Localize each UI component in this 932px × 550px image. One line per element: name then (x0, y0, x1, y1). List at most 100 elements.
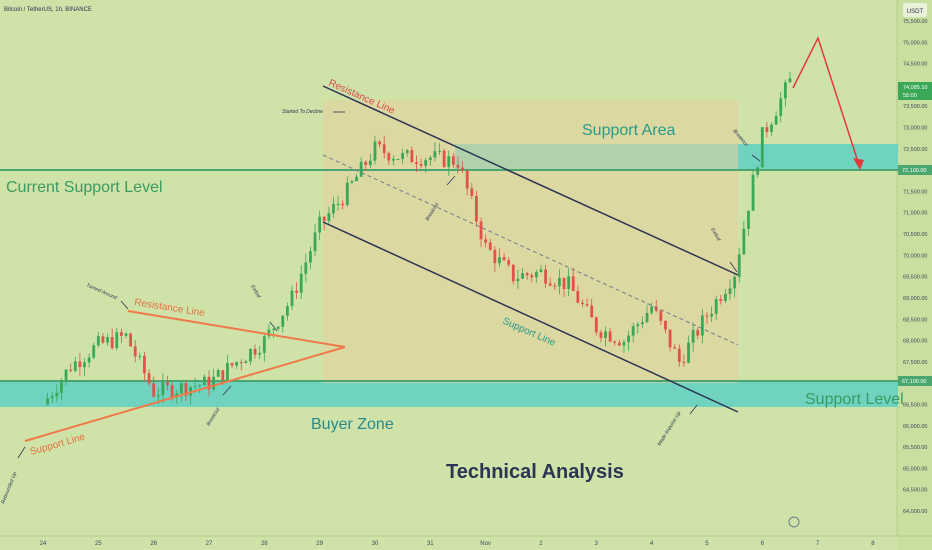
candle-body (599, 332, 603, 338)
price-tick-label: 71,000.00 (903, 211, 927, 217)
price-tick-label: 65,000.00 (903, 466, 927, 472)
candle-body (46, 398, 50, 405)
candle-body (590, 305, 594, 318)
tradingview-logo-icon (788, 516, 800, 528)
candle-body (396, 158, 400, 160)
arrow-breakout-3 (751, 154, 761, 162)
candle-body (696, 330, 700, 336)
candle-body (355, 176, 358, 182)
candle-body (415, 162, 418, 165)
time-tick-label: 26 (150, 541, 157, 547)
candle-body (765, 127, 769, 132)
candle-body (161, 381, 165, 396)
candle-body (332, 203, 335, 214)
candle-body (608, 331, 612, 342)
candle-body (230, 363, 234, 366)
level-tag-lower-text: 67,100.00 (902, 379, 926, 385)
candle-body (461, 167, 464, 171)
price-tick-label: 66,500.00 (903, 402, 927, 408)
candle-body (419, 164, 423, 166)
candle-body (604, 331, 607, 338)
time-tick-label: 4 (650, 541, 654, 547)
candle-body (534, 271, 538, 278)
candle-body (382, 144, 386, 154)
arrow-exited-2 (729, 261, 738, 273)
candle-body (258, 352, 262, 355)
candle-body (83, 362, 86, 368)
candle-body (262, 336, 266, 353)
candle-body (124, 333, 128, 336)
candle-body (341, 203, 345, 206)
time-tick-label: 2 (539, 541, 543, 547)
candle-body (92, 345, 96, 358)
candle-body (613, 341, 617, 343)
candle-body (221, 370, 225, 381)
currency-badge[interactable] (903, 3, 927, 17)
candle-body (774, 115, 778, 125)
candle-body (779, 98, 783, 116)
candle-body (424, 160, 428, 166)
candle-body (106, 337, 109, 343)
candle-body (456, 164, 460, 168)
candle-body (747, 210, 750, 229)
candle-body (198, 385, 202, 387)
candle-body (235, 362, 239, 366)
candle-body (60, 380, 63, 393)
started-to-decline-label: Started To Decline (282, 109, 323, 115)
candle-body (410, 150, 414, 163)
candle-body (87, 357, 91, 363)
candle-body (290, 290, 294, 307)
triangle-support-line (24, 346, 346, 442)
candle-body (465, 170, 469, 189)
time-tick-label: 6 (761, 541, 765, 547)
candle-body (73, 361, 77, 371)
candle-body (451, 156, 455, 165)
candle-body (714, 299, 718, 314)
price-tick-label: 70,500.00 (903, 232, 927, 238)
candle-body (521, 273, 524, 279)
time-tick-label: Nov (480, 541, 491, 547)
time-tick-label: 30 (372, 541, 379, 547)
candle-body (493, 249, 497, 264)
current-support-level-label: Current Support Level (6, 179, 163, 196)
time-tick-label: 28 (261, 541, 268, 547)
channel-median-line (322, 154, 739, 346)
candle-body (336, 203, 340, 205)
candlestick-series (46, 71, 792, 406)
candle-body (249, 348, 252, 362)
channel-support-line (322, 221, 739, 413)
candle-body (641, 322, 644, 325)
price-tick-label: 70,000.00 (903, 253, 927, 259)
candle-body (645, 312, 649, 323)
projection-path (792, 36, 861, 169)
price-tick-label: 64,500.00 (903, 488, 927, 494)
candle-body (691, 330, 695, 343)
price-tick-label: 75,500.00 (903, 19, 927, 25)
candle-body (475, 195, 478, 222)
descending-channel-area (323, 100, 738, 383)
time-tick-label: 25 (95, 541, 102, 547)
candle-body (479, 221, 483, 240)
candle-body (705, 315, 709, 317)
price-tick-label: 64,000.00 (903, 509, 927, 515)
level-tag-lower (898, 376, 932, 386)
candle-body (133, 346, 137, 357)
candle-body (373, 141, 377, 161)
price-tick-label: 72,500.00 (903, 147, 927, 153)
candle-body (401, 153, 405, 159)
candle-body (110, 337, 114, 349)
candle-body (244, 361, 248, 364)
candle-body (216, 370, 220, 377)
level-tag-upper (898, 165, 932, 175)
candle-body (78, 361, 82, 368)
candle-body (622, 342, 626, 346)
candle-body (138, 355, 142, 357)
last-price-value: 74,085.10 (903, 85, 927, 91)
candle-body (507, 260, 511, 265)
candle-body (788, 78, 792, 83)
candle-body (299, 273, 303, 293)
candle-body (239, 362, 243, 364)
candle-body (143, 355, 146, 374)
candle-body (364, 161, 368, 166)
